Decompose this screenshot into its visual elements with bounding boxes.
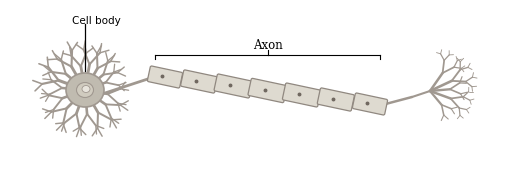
FancyBboxPatch shape bbox=[214, 74, 252, 98]
Ellipse shape bbox=[76, 82, 93, 97]
Text: Axon: Axon bbox=[253, 39, 282, 52]
FancyBboxPatch shape bbox=[352, 93, 388, 115]
FancyBboxPatch shape bbox=[317, 88, 354, 111]
FancyBboxPatch shape bbox=[181, 70, 218, 93]
Ellipse shape bbox=[66, 73, 104, 107]
FancyBboxPatch shape bbox=[148, 66, 183, 88]
Ellipse shape bbox=[82, 85, 90, 93]
Text: Cell body: Cell body bbox=[72, 16, 121, 26]
FancyBboxPatch shape bbox=[248, 78, 287, 103]
FancyBboxPatch shape bbox=[282, 83, 321, 107]
